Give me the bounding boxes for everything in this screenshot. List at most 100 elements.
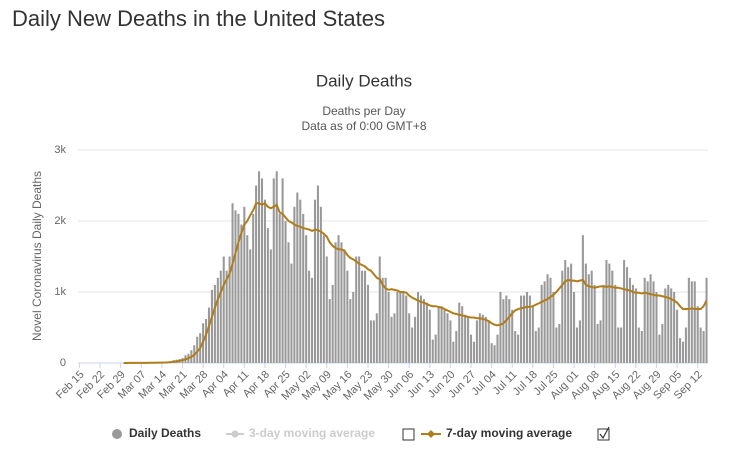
bar	[611, 271, 613, 363]
bar	[249, 249, 251, 363]
bar	[205, 319, 207, 363]
bar	[499, 292, 501, 363]
bar	[234, 210, 236, 363]
bar	[373, 320, 375, 363]
bar	[226, 271, 228, 363]
bar	[449, 320, 451, 363]
bar	[653, 281, 655, 363]
bar	[549, 278, 551, 363]
legend-label[interactable]: 3-day moving average	[249, 426, 375, 440]
bar	[496, 335, 498, 363]
bar	[682, 342, 684, 363]
bar	[700, 328, 702, 364]
bar	[414, 317, 416, 363]
y-tick-label: 2k	[54, 215, 66, 227]
bar	[311, 278, 313, 363]
bar	[314, 200, 316, 363]
bar	[547, 274, 549, 363]
bar	[252, 214, 254, 363]
bar	[685, 328, 687, 364]
bar	[597, 324, 599, 363]
bar	[299, 200, 301, 363]
bar	[379, 257, 381, 364]
bar	[282, 178, 284, 363]
bar	[385, 278, 387, 363]
bar	[473, 342, 475, 363]
chart-title: Daily Deaths	[316, 71, 412, 90]
bar	[420, 296, 422, 363]
y-tick-label: 3k	[54, 144, 66, 156]
legend-marker	[232, 431, 239, 438]
legend-label[interactable]: 7-day moving average	[446, 426, 572, 440]
bar	[567, 267, 569, 363]
bar	[329, 299, 331, 363]
bar	[600, 320, 602, 363]
bar	[367, 285, 369, 363]
bar	[570, 264, 572, 363]
bar	[544, 281, 546, 363]
bar	[529, 296, 531, 363]
bar	[443, 310, 445, 363]
bar	[505, 296, 507, 363]
bar	[335, 242, 337, 363]
bar	[423, 299, 425, 363]
bar	[455, 331, 457, 363]
bar	[417, 292, 419, 363]
bar	[585, 264, 587, 363]
bar	[208, 308, 210, 363]
legend-checkbox[interactable]	[403, 429, 414, 440]
bar	[361, 271, 363, 363]
bar	[594, 285, 596, 363]
bar	[323, 235, 325, 363]
bar	[261, 178, 263, 363]
bar	[470, 335, 472, 363]
bar	[343, 249, 345, 363]
bar	[332, 285, 334, 363]
bar	[293, 207, 295, 363]
chart-subtitle: Data as of 0:00 GMT+8	[301, 119, 426, 133]
bar	[614, 285, 616, 363]
bar	[388, 292, 390, 363]
bar	[576, 328, 578, 364]
bar	[302, 214, 304, 363]
bar	[217, 278, 219, 363]
bar	[305, 235, 307, 363]
bar	[364, 271, 366, 363]
bar	[555, 328, 557, 364]
bar	[390, 317, 392, 363]
bar	[691, 281, 693, 363]
bar	[482, 315, 484, 363]
bar	[264, 200, 266, 363]
bar	[279, 214, 281, 363]
bar	[538, 328, 540, 364]
bar	[697, 306, 699, 363]
bar	[485, 317, 487, 363]
bar	[626, 267, 628, 363]
bar	[408, 313, 410, 363]
bar	[270, 249, 272, 363]
bar	[514, 331, 516, 363]
bar	[399, 292, 401, 363]
bar	[517, 335, 519, 363]
bar	[591, 271, 593, 363]
bar	[703, 331, 705, 363]
bar	[602, 285, 604, 363]
bar	[426, 303, 428, 363]
bar	[579, 320, 581, 363]
bar	[317, 186, 319, 364]
bar	[520, 296, 522, 363]
bar	[446, 313, 448, 363]
bar	[220, 271, 222, 363]
bar	[429, 310, 431, 363]
bar	[526, 292, 528, 363]
bar	[488, 320, 490, 363]
bar	[467, 317, 469, 363]
bar	[632, 285, 634, 363]
bar	[523, 296, 525, 363]
bar	[276, 171, 278, 363]
bar	[393, 313, 395, 363]
bar	[243, 207, 245, 363]
y-tick-label: 0	[60, 357, 66, 369]
legend-label[interactable]: Daily Deaths	[129, 426, 201, 440]
bar	[658, 335, 660, 363]
